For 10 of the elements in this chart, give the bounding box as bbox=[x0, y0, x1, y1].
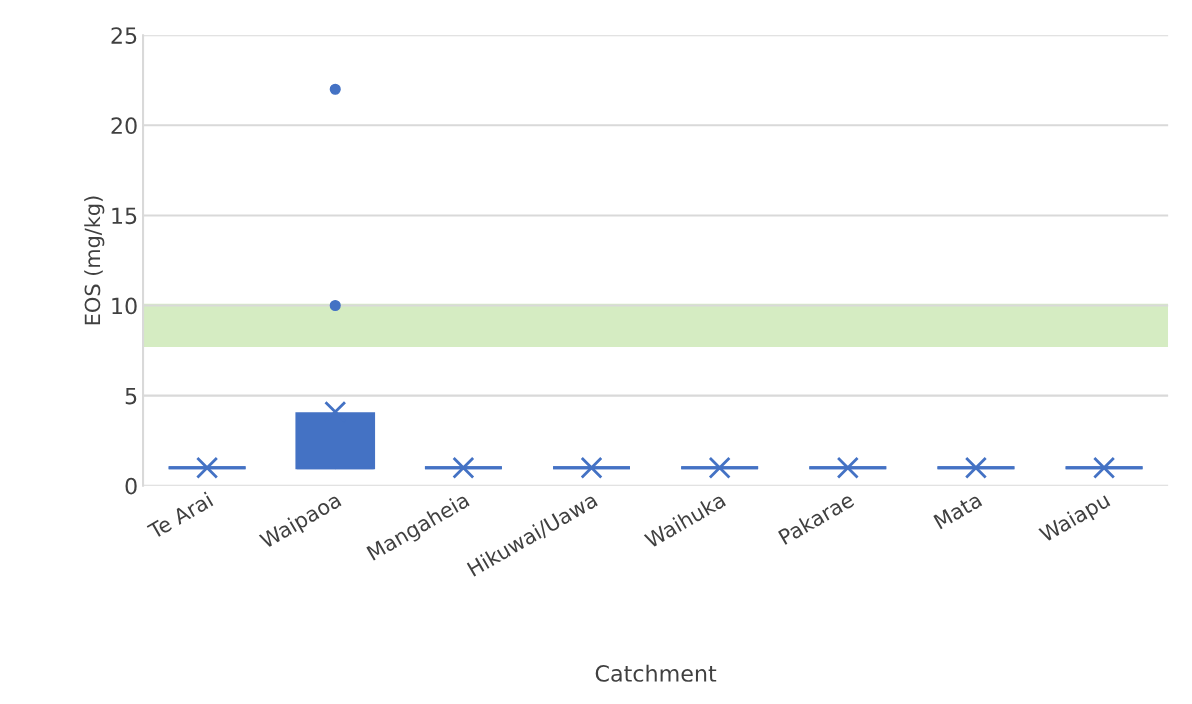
x-tick-label: Te Arai bbox=[146, 491, 214, 540]
y-tick-label: 10 bbox=[112, 297, 137, 315]
x-axis-title: Catchment bbox=[595, 664, 717, 682]
x-tick-label: Mata bbox=[933, 492, 983, 530]
y-tick-label: 0 bbox=[125, 477, 137, 495]
y-tick-label: 15 bbox=[112, 207, 137, 225]
y-tick-label: 5 bbox=[125, 387, 137, 405]
y-axis-title: EOS (mg/kg) bbox=[84, 196, 105, 325]
y-tick-label: 20 bbox=[111, 117, 137, 135]
y-tick-label: 25 bbox=[111, 27, 137, 44]
